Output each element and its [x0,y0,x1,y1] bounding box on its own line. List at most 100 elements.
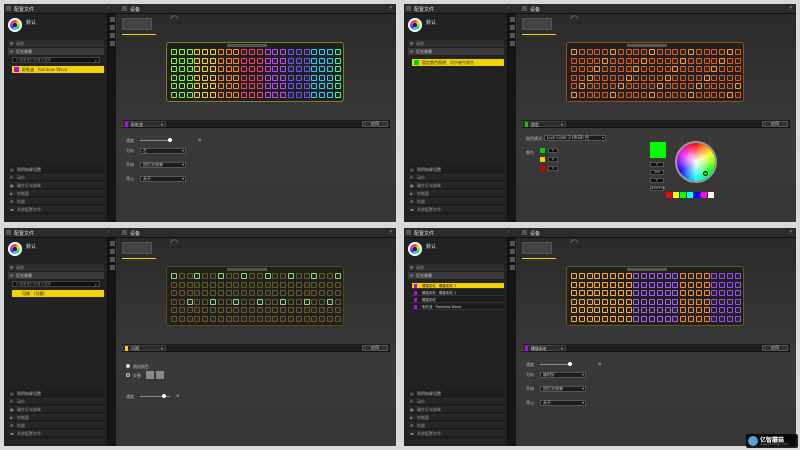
keyboard-key[interactable] [202,273,209,279]
keyboard-key[interactable] [171,273,177,279]
keyboard-key[interactable] [249,298,255,305]
keyboard-key[interactable] [711,57,718,64]
control-select[interactable]: 由灯光效果 ▾ [540,386,586,392]
keyboard-key[interactable] [641,316,648,322]
keyboard-key[interactable] [256,66,263,73]
keyboard-key[interactable] [194,316,201,322]
keyboard-key[interactable] [280,74,287,81]
keyboard-key[interactable] [719,74,726,81]
keyboard-key[interactable] [171,298,177,305]
keyboard-key[interactable] [695,66,702,73]
keyboard-key[interactable] [734,92,741,98]
keyboard-key[interactable] [649,307,655,314]
keyboard-key[interactable] [625,92,632,98]
keyboard-key[interactable] [303,83,310,90]
keyboard-key[interactable] [680,74,687,81]
apply-button[interactable]: 应用 [762,345,788,351]
keyboard-key[interactable] [311,281,318,288]
keyboard-key[interactable] [171,316,177,322]
keyboard-key[interactable] [241,307,248,314]
keyboard-key[interactable] [641,83,648,90]
keyboard-key[interactable] [719,298,726,305]
keyboard-key[interactable] [695,316,702,322]
keyboard-key[interactable] [311,307,318,314]
keyboard-key[interactable] [171,74,177,81]
close-icon[interactable]: ✕ [788,5,793,11]
keyboard-key[interactable] [178,298,185,305]
toolbar-button-icon[interactable] [109,265,115,270]
keyboard-key[interactable] [249,49,255,55]
keyboard-key[interactable] [664,290,671,297]
keyboard-key[interactable] [641,290,648,297]
keyboard-key[interactable] [625,281,632,288]
keyboard-key[interactable] [727,307,733,314]
lighting-item[interactable]: 螺旋彩虹 [412,297,504,303]
keyboard-key[interactable] [617,49,624,55]
speed-slider[interactable] [140,138,172,142]
lighting-item[interactable]: 螺旋彩虹 螺旋彩虹 2 [412,283,504,289]
keyboard-key[interactable] [295,83,302,90]
keyboard-key[interactable] [225,307,232,314]
keyboard-key[interactable] [711,281,718,288]
keyboard-key[interactable] [217,49,224,55]
toolbar-button-icon[interactable] [109,249,115,254]
speed-slider[interactable] [540,362,572,366]
keyboard-key[interactable] [656,57,663,64]
keyboard-key[interactable] [727,316,733,322]
search-icon[interactable]: ⌕ [94,282,97,287]
keyboard-key[interactable] [303,273,310,279]
keyboard-key[interactable] [719,290,726,297]
keyboard-key[interactable] [202,298,209,305]
keyboard-icon[interactable] [522,242,552,254]
keyboard-key[interactable] [719,92,726,98]
keyboard-key[interactable] [241,298,248,305]
keyboard-icon[interactable] [122,242,152,254]
keyboard-key[interactable] [719,273,726,279]
keyboard-key[interactable] [256,307,263,314]
keyboard-key[interactable] [225,273,232,279]
keyboard-key[interactable] [194,92,201,98]
control-select[interactable]: 顺时针 ▾ [540,372,586,378]
keyboard-key[interactable] [734,49,741,55]
keyboard-key[interactable] [288,74,294,81]
keyboard-key[interactable] [327,66,333,73]
keyboard-key[interactable] [194,307,201,314]
keyboard-key[interactable] [327,92,333,98]
keyboard-key[interactable] [178,66,185,73]
keyboard-key[interactable] [241,92,248,98]
keyboard-key[interactable] [280,281,287,288]
keyboard-key[interactable] [210,92,216,98]
keyboard-key[interactable] [264,316,271,322]
keyboard-key[interactable] [617,290,624,297]
keyboard-key[interactable] [602,273,609,279]
keyboard-key[interactable] [594,92,601,98]
keyboard-key[interactable] [225,57,232,64]
headset-icon[interactable] [570,14,582,30]
keyboard-key[interactable] [672,66,679,73]
keyboard-key[interactable] [641,281,648,288]
keyboard-key[interactable] [610,307,616,314]
keyboard-key[interactable] [311,83,318,90]
keyboard-key[interactable] [703,66,710,73]
color-slot[interactable] [540,166,545,171]
keyboard-key[interactable] [633,298,640,305]
toolbar-button-icon[interactable] [509,241,515,246]
keyboard-key[interactable] [703,290,710,297]
profile-header[interactable]: 默认 [8,18,104,34]
keyboard-key[interactable] [586,83,593,90]
keyboard-key[interactable] [664,66,671,73]
keyboard-key[interactable] [633,57,640,64]
keyboard-key[interactable] [210,290,216,297]
keyboard-key[interactable] [610,66,616,73]
collapse-icon[interactable]: ‹ [508,5,510,11]
keyboard-key[interactable] [672,57,679,64]
keyboard-key[interactable] [288,49,294,55]
keyboard-key[interactable] [703,74,710,81]
keyboard-key[interactable] [334,49,341,55]
keyboard-key[interactable] [217,298,224,305]
keyboard-key[interactable] [256,298,263,305]
lighting-item[interactable]: 彩虹波 Rainbow Wave [12,66,104,73]
keyboard-key[interactable] [672,307,679,314]
keyboard-key[interactable] [171,281,177,288]
keyboard-key[interactable] [256,281,263,288]
